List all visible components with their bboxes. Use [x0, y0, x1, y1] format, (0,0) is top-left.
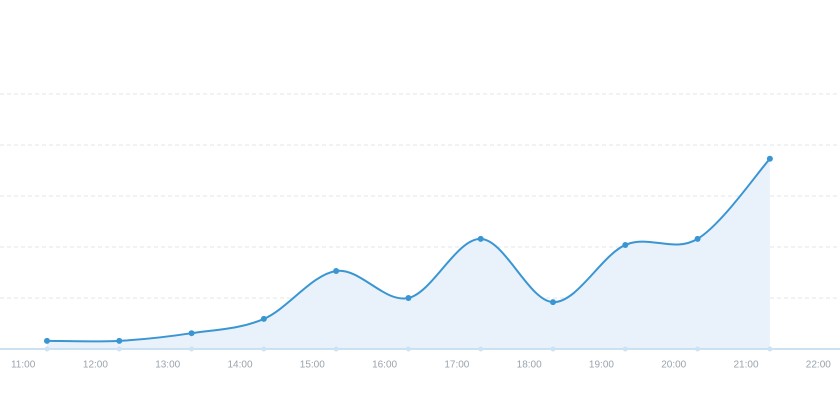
- point: [260, 315, 267, 322]
- x-tick-label: 14:00: [227, 360, 252, 371]
- x-tick-label: 22:00: [806, 360, 831, 371]
- point: [188, 330, 195, 337]
- point: [550, 299, 557, 306]
- baseline-dot: [189, 346, 195, 352]
- baseline-dot: [767, 346, 773, 352]
- baseline-dot: [261, 346, 267, 352]
- x-tick-label: 17:00: [444, 360, 469, 371]
- point: [116, 337, 123, 344]
- baseline-dot: [695, 346, 701, 352]
- x-tick-label: 19:00: [589, 360, 614, 371]
- x-tick-label: 16:00: [372, 360, 397, 371]
- x-tick-label: 18:00: [517, 360, 542, 371]
- point: [766, 155, 773, 162]
- point: [477, 235, 484, 242]
- x-tick-label: 20:00: [661, 360, 686, 371]
- baseline-dot: [478, 346, 484, 352]
- baseline-dot: [44, 346, 50, 352]
- baseline-dot: [333, 346, 339, 352]
- line: [46, 158, 771, 343]
- x-tick-label: 12:00: [83, 360, 108, 371]
- x-tick-label: 13:00: [155, 360, 180, 371]
- x-tick-label: 15:00: [300, 360, 325, 371]
- point: [405, 295, 412, 301]
- baseline-dot: [622, 346, 628, 352]
- x-tick-label: 11:00: [11, 360, 36, 371]
- point: [694, 235, 701, 242]
- point: [622, 241, 629, 248]
- area-fill: [46, 158, 770, 349]
- baseline-dot: [116, 346, 122, 352]
- x-tick-label: 21:00: [734, 360, 759, 371]
- baseline-dot: [405, 346, 411, 352]
- point: [333, 267, 340, 274]
- point: [43, 337, 50, 344]
- baseline-dot: [550, 346, 556, 352]
